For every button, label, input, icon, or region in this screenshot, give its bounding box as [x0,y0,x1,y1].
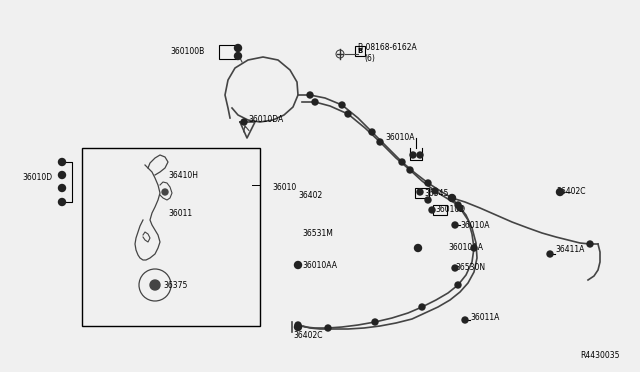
Circle shape [294,324,301,330]
Text: 36530N: 36530N [455,263,485,273]
Circle shape [372,319,378,325]
Circle shape [429,207,435,213]
Circle shape [58,199,65,205]
Text: 36010A: 36010A [385,134,415,142]
Circle shape [294,262,301,269]
Text: 36010AA: 36010AA [448,244,483,253]
Circle shape [58,171,65,179]
Circle shape [150,280,160,290]
Bar [219,45,237,59]
Circle shape [234,52,241,60]
Circle shape [417,152,423,158]
Circle shape [471,245,477,251]
Bar [355,46,365,56]
Circle shape [557,189,563,196]
Circle shape [452,265,458,271]
Bar [82,148,260,326]
Circle shape [419,304,425,310]
Circle shape [58,185,65,192]
Circle shape [587,241,593,247]
Text: 36011A: 36011A [470,314,499,323]
Circle shape [307,92,313,98]
Text: 36410H: 36410H [168,170,198,180]
Text: 36402C: 36402C [293,330,323,340]
Circle shape [407,167,413,173]
Circle shape [410,152,416,158]
Text: 36010D: 36010D [22,173,52,183]
Text: (6): (6) [364,54,375,62]
Circle shape [462,317,468,323]
Circle shape [325,325,331,331]
Circle shape [455,282,461,288]
Text: 36010AA: 36010AA [302,260,337,269]
Circle shape [432,188,438,194]
Circle shape [452,222,458,228]
Circle shape [547,251,553,257]
Text: B: B [357,48,363,54]
Text: 36010DA: 36010DA [248,115,284,125]
Circle shape [162,189,168,195]
Circle shape [417,189,423,195]
Circle shape [457,205,463,211]
Circle shape [339,102,345,108]
Circle shape [369,129,375,135]
Text: 36402: 36402 [298,192,323,201]
Circle shape [449,195,456,202]
Text: 36545: 36545 [424,189,449,198]
Text: 36402C: 36402C [556,187,586,196]
Circle shape [425,180,431,186]
Bar [415,188,429,198]
Bar [433,205,447,215]
Text: B 08168-6162A: B 08168-6162A [358,44,417,52]
Circle shape [425,197,431,203]
Text: 36010: 36010 [272,183,296,192]
Text: 36011: 36011 [168,208,192,218]
Circle shape [312,99,318,105]
Text: 360100B: 360100B [171,48,205,57]
Text: 36531M: 36531M [302,228,333,237]
Circle shape [241,119,247,125]
Text: 36411A: 36411A [555,246,584,254]
Circle shape [345,111,351,117]
Circle shape [58,158,65,166]
Text: 36010A: 36010A [460,221,490,230]
Circle shape [399,159,405,165]
Circle shape [449,195,455,201]
Text: 36375: 36375 [163,280,188,289]
Circle shape [234,45,241,51]
Circle shape [455,202,461,208]
Text: 36010D: 36010D [435,205,465,215]
Circle shape [415,244,422,251]
Circle shape [295,322,301,328]
Circle shape [377,139,383,145]
Text: R4430035: R4430035 [580,350,620,359]
